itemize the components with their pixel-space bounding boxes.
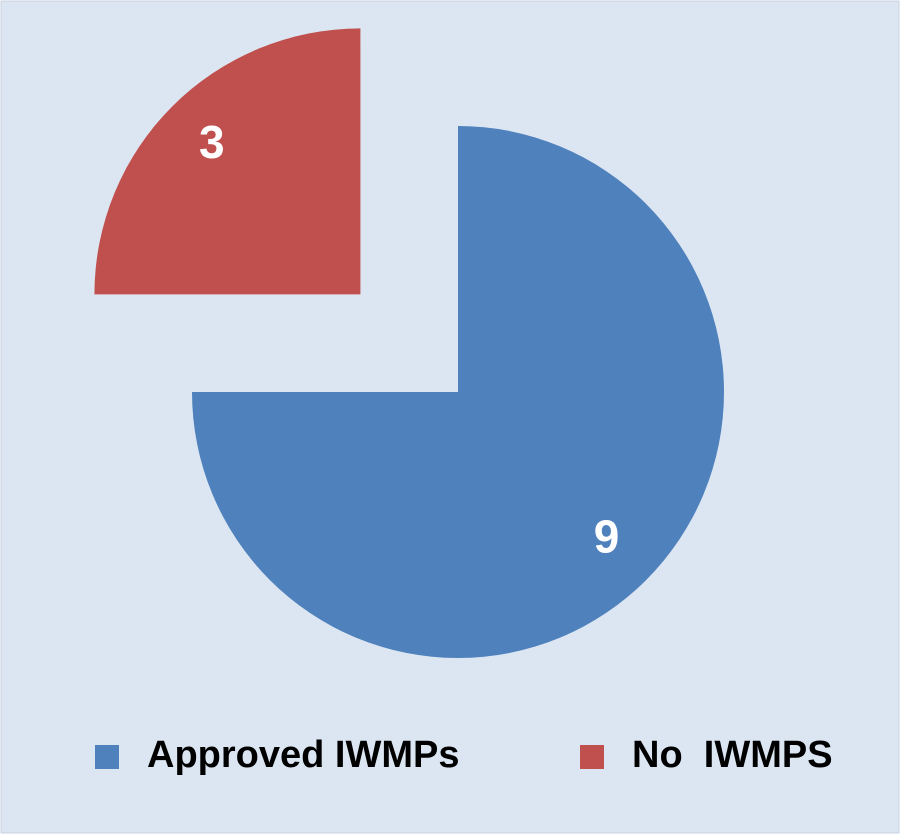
legend-swatch [95,745,119,769]
pie-slice [94,28,361,295]
legend-label: Approved IWMPs [147,734,459,776]
legend-label: No IWMPS [632,734,833,776]
value-label: 9 [594,511,620,563]
legend-swatch [580,745,604,769]
value-label: 3 [199,116,225,168]
pie-slice [192,126,724,658]
